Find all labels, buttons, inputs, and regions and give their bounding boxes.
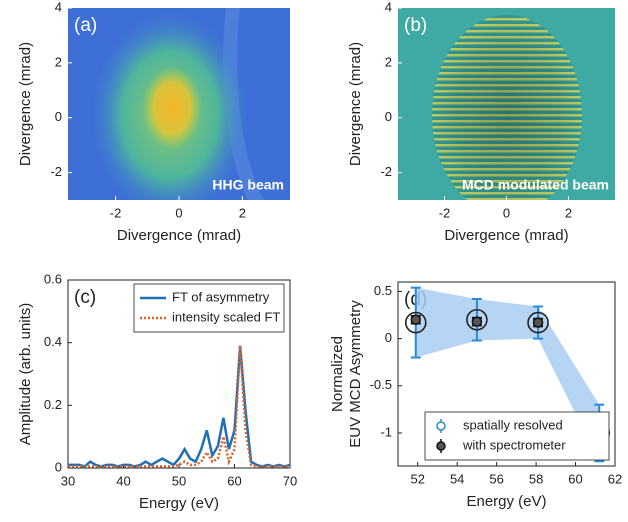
panel-label: (a)	[74, 15, 97, 36]
x-tick-label: 54	[450, 471, 464, 486]
y-tick-label: -0.5	[370, 377, 392, 392]
marker	[410, 314, 422, 325]
x-tick-label: -2	[439, 205, 451, 220]
beam-image	[398, 8, 615, 200]
x-tick-label: 2	[565, 205, 572, 220]
x-tick-label: 40	[116, 473, 130, 488]
beam-image	[68, 8, 290, 200]
legend-label: intensity scaled FT	[172, 309, 280, 324]
series-line	[68, 345, 291, 468]
legend-label: FT of asymmetry	[172, 289, 270, 304]
error-band	[415, 287, 600, 462]
legend-label: with spectrometer	[462, 437, 566, 452]
x-tick-label: 70	[283, 473, 297, 488]
marker	[532, 317, 544, 328]
legend-swatch	[436, 421, 446, 431]
y-tick-label: 4	[385, 0, 392, 14]
annotation: HHG beam	[212, 177, 284, 193]
y-tick-label: -2	[380, 164, 392, 179]
x-axis-label: Divergence (mrad)	[444, 227, 568, 244]
plots: -2 0 2 -2 0 2 4 Divergence (mrad) Divergence (mr…	[17, 0, 622, 512]
x-axis-label: Divergence (mrad)	[117, 227, 241, 244]
y-tick-label: 2	[385, 54, 392, 69]
y-tick-label: -1	[380, 424, 392, 439]
y-tick-label: 0	[55, 459, 62, 474]
y-tick-label: 0.6	[44, 271, 62, 286]
y-tick-label: 0	[55, 109, 62, 124]
marker	[471, 316, 483, 327]
y-tick-label: 0	[385, 330, 392, 345]
plot-frame	[67, 279, 291, 469]
x-tick-label: 62	[608, 471, 622, 486]
x-tick-label: 2	[239, 205, 246, 220]
y-tick-label: 4	[55, 0, 62, 14]
marker	[466, 308, 488, 331]
y-axis-label: Amplitude (arb. units)	[17, 303, 34, 446]
x-tick-label: 52	[410, 471, 424, 486]
y-tick-label: 0	[385, 109, 392, 124]
y-axis-label: Normalized	[329, 336, 346, 412]
y-axis-label: Divergence (mrad)	[347, 42, 364, 166]
y-tick-label: 0.4	[44, 334, 62, 349]
legend-box	[424, 411, 610, 461]
x-tick-label: -2	[110, 205, 122, 220]
x-tick-label: 58	[529, 471, 543, 486]
y-axis-label: EUV MCD Asymmetry	[347, 300, 364, 448]
y-tick-label: 0.2	[44, 397, 62, 412]
series-line	[68, 345, 290, 468]
annotation: MCD modulated beam	[462, 177, 609, 193]
marker	[527, 311, 549, 334]
x-tick-label: 60	[227, 473, 241, 488]
marker	[404, 311, 427, 334]
panel-label: (c)	[74, 287, 96, 308]
x-tick-label: 60	[568, 471, 582, 486]
x-tick-label: 50	[172, 473, 186, 488]
legend-swatch	[436, 441, 446, 451]
y-axis-label: Divergence (mrad)	[17, 42, 34, 166]
x-tick-label: 56	[489, 471, 503, 486]
y-tick-label: 0.5	[374, 283, 392, 298]
x-tick-label: 0	[175, 205, 182, 220]
x-tick-label: 30	[61, 473, 75, 488]
y-tick-label: 2	[55, 54, 62, 69]
x-axis-label: Energy (eV)	[466, 493, 546, 510]
x-tick-label: 0	[503, 205, 510, 220]
y-tick-label: -2	[50, 164, 62, 179]
legend-label: spatially resolved	[463, 417, 563, 432]
x-axis-label: Energy (eV)	[139, 495, 219, 512]
legend-box	[133, 283, 285, 333]
panel-label: (b)	[404, 15, 427, 36]
plot-frame	[397, 281, 616, 467]
